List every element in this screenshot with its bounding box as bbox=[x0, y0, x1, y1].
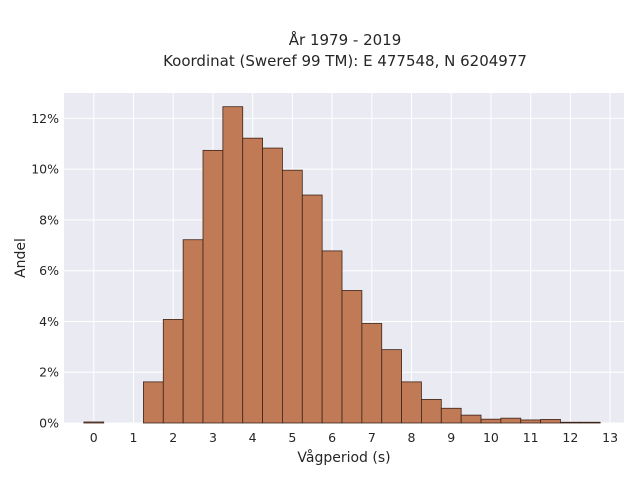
x-tick-label: 11 bbox=[523, 430, 539, 445]
x-tick-labels: 0 1 2 3 4 5 6 7 8 9 10 11 12 13 bbox=[90, 430, 618, 445]
x-tick-label: 6 bbox=[328, 430, 336, 445]
x-tick-label: 10 bbox=[483, 430, 499, 445]
x-tick-label: 7 bbox=[368, 430, 376, 445]
histogram-bar bbox=[500, 417, 522, 424]
x-tick-label: 13 bbox=[602, 430, 618, 445]
chart-subtitle: Koordinat (Sweref 99 TM): E 477548, N 62… bbox=[163, 52, 527, 70]
y-tick-label: 6% bbox=[39, 263, 59, 278]
x-tick-label: 2 bbox=[169, 430, 177, 445]
histogram-bar bbox=[480, 418, 502, 424]
histogram-bar bbox=[182, 239, 204, 424]
histogram-bar bbox=[262, 147, 283, 424]
histogram-bar bbox=[440, 407, 462, 424]
y-tick-label: 4% bbox=[39, 314, 59, 329]
x-tick-label: 5 bbox=[288, 430, 296, 445]
x-tick-label: 12 bbox=[562, 430, 578, 445]
x-tick-label: 9 bbox=[447, 430, 455, 445]
histogram-bar bbox=[202, 149, 224, 424]
y-tick-label: 10% bbox=[31, 162, 59, 177]
histogram-bar bbox=[83, 421, 105, 424]
bars bbox=[83, 106, 601, 424]
chart-title: År 1979 - 2019 bbox=[289, 30, 402, 49]
x-axis-label: Vågperiod (s) bbox=[297, 449, 390, 466]
x-tick-label: 4 bbox=[249, 430, 257, 445]
x-tick-label: 0 bbox=[90, 430, 98, 445]
y-tick-label: 0% bbox=[39, 416, 59, 431]
histogram-bar bbox=[381, 349, 402, 424]
histogram-bar bbox=[242, 137, 263, 424]
histogram-bar bbox=[401, 381, 422, 424]
histogram-bar bbox=[361, 323, 383, 424]
histogram-bar bbox=[162, 319, 184, 424]
histogram-bar bbox=[579, 421, 601, 424]
histogram-bar bbox=[520, 419, 541, 424]
y-tick-label: 12% bbox=[31, 111, 59, 126]
y-tick-label: 8% bbox=[39, 212, 59, 227]
histogram-bar bbox=[560, 421, 581, 424]
x-tick-label: 1 bbox=[130, 430, 138, 445]
histogram-bar bbox=[460, 414, 482, 424]
x-tick-label: 8 bbox=[408, 430, 416, 445]
histogram-bar bbox=[540, 419, 561, 424]
histogram-bar bbox=[222, 106, 244, 424]
histogram-bar bbox=[282, 169, 303, 424]
y-axis-label: Andel bbox=[13, 238, 29, 278]
x-tick-label: 3 bbox=[209, 430, 217, 445]
histogram-bar bbox=[421, 398, 442, 424]
histogram-bar bbox=[321, 250, 343, 424]
histogram-bar bbox=[341, 290, 363, 424]
y-tick-labels: 0% 2% 4% 6% 8% 10% 12% bbox=[31, 111, 59, 431]
histogram-bar bbox=[143, 381, 164, 424]
histogram-bar bbox=[301, 194, 323, 424]
y-tick-label: 2% bbox=[39, 365, 59, 380]
